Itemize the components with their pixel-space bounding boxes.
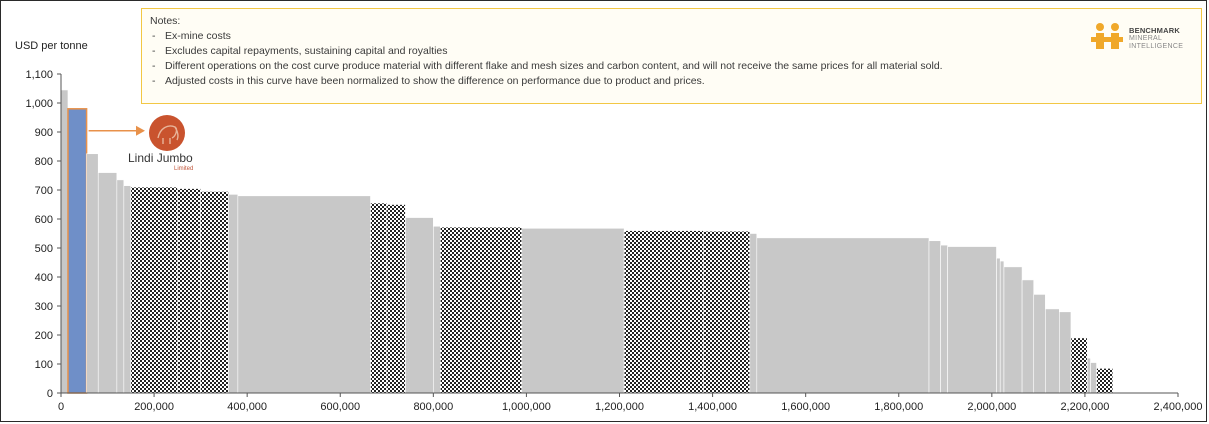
bar — [97, 172, 118, 394]
x-tick-label: 400,000 — [227, 401, 267, 413]
axes-layer: 0 100 200 300 400 500 600 700 800 900 1,000 1,100 0 2… — [25, 69, 1202, 413]
x-tick-label: 200,000 — [134, 401, 174, 413]
y-tick-label: 800 — [35, 156, 53, 168]
y-tick-label: 100 — [35, 359, 53, 371]
bar — [521, 227, 625, 394]
bar — [1033, 294, 1046, 394]
benchmark-line3: INTELLIGENCE — [1129, 43, 1184, 50]
y-tick-label: 400 — [35, 272, 53, 284]
bar — [928, 240, 941, 394]
bar — [86, 153, 99, 394]
bar — [386, 204, 406, 394]
y-tick-label: 1,000 — [25, 98, 53, 110]
notes-item: Adjusted costs in this curve have been n… — [150, 74, 1193, 89]
bar — [237, 195, 371, 394]
bar — [1045, 308, 1060, 394]
y-tick-label: 700 — [35, 185, 53, 197]
bar — [116, 179, 125, 394]
lindi-jumbo-logo-icon — [149, 115, 185, 151]
bar — [940, 244, 948, 394]
bar — [433, 225, 441, 394]
callout-layer — [88, 125, 145, 136]
bar — [1090, 362, 1097, 394]
benchmark-logo-icon — [1091, 23, 1123, 49]
y-tick-label: 0 — [47, 388, 53, 400]
bar — [130, 186, 178, 394]
x-tick-label: 1,800,000 — [874, 401, 923, 413]
x-tick-label: 1,400,000 — [688, 401, 737, 413]
benchmark-line2: MINERAL — [1129, 35, 1163, 42]
notes-item: Excludes capital repayments, sustaining … — [150, 44, 1193, 59]
x-tick-label: 2,400,000 — [1154, 401, 1203, 413]
bar — [1096, 368, 1114, 394]
bar — [702, 230, 751, 394]
benchmark-line1: BENCHMARK — [1129, 26, 1180, 35]
bar — [749, 233, 758, 394]
notes-box: Notes: Ex-mine costs Excludes capital re… — [141, 8, 1202, 104]
bar — [60, 89, 69, 394]
y-tick-label: 1,100 — [25, 69, 53, 81]
lindi-jumbo-label: Lindi Jumbo — [128, 151, 193, 165]
notes-title: Notes: — [150, 15, 181, 27]
x-tick-label: 1,200,000 — [595, 401, 644, 413]
notes-list: Ex-mine costs Excludes capital repayment… — [150, 29, 1193, 89]
y-tick-label: 200 — [35, 330, 53, 342]
x-tick-label: 800,000 — [413, 401, 453, 413]
bar — [123, 185, 132, 394]
x-tick-label: 1,600,000 — [781, 401, 830, 413]
y-tick-label: 600 — [35, 214, 53, 226]
bar — [1070, 337, 1088, 394]
bar — [200, 191, 229, 394]
bar — [370, 202, 388, 394]
bar-highlight — [67, 108, 88, 394]
bar — [756, 237, 930, 394]
bar — [440, 226, 523, 394]
benchmark-logo: BENCHMARK MINERAL INTELLIGENCE — [1091, 20, 1201, 56]
notes-item: Ex-mine costs — [150, 29, 1193, 44]
bar — [1003, 266, 1023, 394]
callout-arrow-head — [136, 125, 145, 136]
x-tick-label: 0 — [58, 401, 64, 413]
bar — [405, 217, 434, 394]
x-tick-label: 600,000 — [320, 401, 360, 413]
bar — [1059, 311, 1072, 394]
bar — [177, 188, 201, 394]
bar — [1086, 357, 1091, 394]
bar — [996, 257, 1001, 394]
bar — [947, 246, 997, 394]
bars-layer — [60, 89, 1114, 394]
bar — [1021, 279, 1035, 394]
bar — [999, 260, 1005, 394]
x-tick-label: 1,000,000 — [502, 401, 551, 413]
y-tick-label: 900 — [35, 127, 53, 139]
bar — [623, 230, 704, 394]
x-tick-label: 2,200,000 — [1060, 401, 1109, 413]
bar — [228, 194, 239, 394]
x-tick-label: 2,000,000 — [967, 401, 1016, 413]
y-axis-title: USD per tonne — [15, 40, 88, 52]
lindi-jumbo-subtitle: Limited — [174, 166, 194, 172]
y-tick-label: 500 — [35, 243, 53, 255]
notes-item: Different operations on the cost curve p… — [150, 59, 1193, 74]
y-tick-label: 300 — [35, 301, 53, 313]
